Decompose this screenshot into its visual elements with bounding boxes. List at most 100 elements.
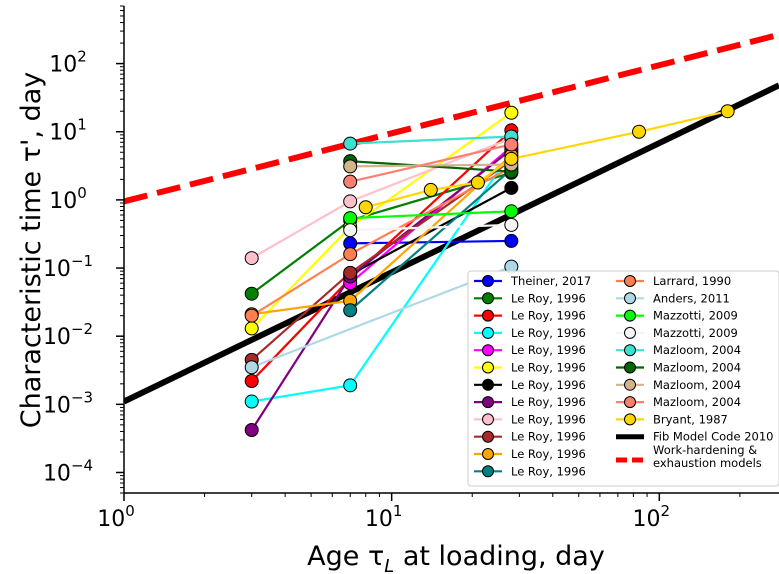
work-hardening-line [124,31,779,205]
legend-label: Mazloom, 2004 [653,361,741,375]
data-point-s3-1 [244,374,259,389]
y-tick-label: 10−4 [43,456,93,486]
y-axis-title-part-1: Characteristic time τ', day [16,72,47,428]
series-line-7 [349,186,512,276]
legend-entry: Le Roy, 1996 [474,447,586,461]
data-point-s20-1 [343,174,358,189]
legend-marker-swatch [624,344,636,357]
legend-entry: Le Roy, 1996 [474,412,586,426]
legend-entry: Le Roy, 1996 [474,291,586,305]
x-axis-title: Age τL at loading, day [307,541,605,574]
legend-label: Anders, 2011 [653,291,730,305]
legend-label: Mazloom, 2004 [653,343,741,357]
y-tick-exponent: 2 [77,48,87,66]
y-tick-label: 10−2 [43,320,93,350]
x-tick-exponent: 0 [125,502,135,520]
legend-marker-swatch [482,275,494,287]
legend-marker-swatch [482,465,494,478]
series-line-20 [349,143,512,183]
legend-entry: Mazloom, 2004 [616,378,741,392]
data-point-s14-1 [244,360,259,375]
legend-box [467,270,779,487]
series-line-15 [350,210,512,220]
legend-entry: Le Roy, 1996 [474,464,586,478]
legend-entry: Le Roy, 1996 [474,395,586,409]
x-axis-title-part-2: at loading, day [394,541,605,572]
x-axis-title-part-1: Age τ [307,541,384,572]
legend-entry: Work-hardening & exhaustion models [616,443,762,470]
x-tick-exponent: 1 [393,502,403,520]
legend-label: Mazloom, 2004 [653,378,741,392]
series-line-16 [350,223,512,232]
legend-entry: Bryant, 1987 [616,412,728,426]
data-point-s6-3 [504,105,519,120]
data-point-s13-2 [343,247,358,262]
legend-label: Le Roy, 1996 [511,395,586,409]
data-point-s6-1 [244,321,259,336]
legend-marker-swatch [482,344,494,357]
legend-marker-swatch [624,326,636,339]
legend-label: Bryant, 1987 [653,412,728,426]
y-tick-exponent: 0 [77,184,87,202]
legend-entry: Mazloom, 2004 [616,343,741,357]
legend-marker-swatch [624,361,636,374]
data-point-s15-1 [343,211,358,226]
y-tick-label: 10−3 [43,388,93,418]
y-tick-base: 10 [49,189,77,214]
x-tick-label: 102 [633,502,671,532]
legend-marker-swatch [482,413,494,426]
y-tick-base: 10 [49,121,77,146]
legend-label: Work-hardening & exhaustion models [653,443,762,470]
legend-marker-swatch [482,309,494,322]
data-point-s17-1 [343,136,358,151]
legend-marker-swatch [482,326,494,339]
legend-label: Le Roy, 1996 [511,430,586,444]
legend-label-line-1: Work-hardening & [653,443,757,457]
legend-marker-swatch [624,378,636,391]
legend-label: Le Roy, 1996 [511,464,586,478]
series-line-1 [350,239,512,245]
data-point-s16-2 [504,217,519,232]
y-tick-exponent: −1 [71,252,93,270]
x-tick-base: 10 [633,507,661,532]
legend-entry: Mazloom, 2004 [616,361,741,375]
data-point-s21-3 [470,175,485,190]
legend-entry: Mazzotti, 2009 [616,326,738,340]
legend-entry: Mazloom, 2004 [616,395,741,409]
legend-marker-swatch [624,309,636,322]
legend-marker-swatch [624,413,636,426]
data-point-s13-1 [244,308,259,323]
legend-marker-swatch [624,396,636,409]
y-tick-label: 102 [49,48,87,78]
legend-label: Le Roy, 1996 [511,361,586,375]
y-tick-exponent: 1 [77,116,87,134]
data-point-s21-6 [720,104,735,119]
y-axis-title: Characteristic time τ', day [16,72,47,428]
y-tick-exponent: −3 [71,388,93,406]
data-point-s9-1 [244,251,259,266]
x-tick-base: 10 [97,507,125,532]
data-point-s8-1 [244,423,259,438]
x-tick-label: 100 [97,502,135,532]
series-line-19 [350,163,512,168]
data-point-s21-2 [423,182,438,197]
legend-label: Larrard, 1990 [653,274,731,288]
x-tick-label: 101 [365,502,403,532]
legend-label: Le Roy, 1996 [511,378,586,392]
data-point-s4-2 [343,378,358,393]
legend-label: Mazloom, 2004 [653,395,741,409]
legend-entry: Le Roy, 1996 [474,309,586,323]
legend-marker-swatch [482,396,494,409]
data-point-s21-4 [504,151,519,166]
series-points [244,104,735,438]
series-line-21 [365,110,728,209]
legend-entry: Le Roy, 1996 [474,361,586,375]
legend-label: Le Roy, 1996 [511,326,586,340]
y-tick-label: 10−1 [43,252,93,282]
legend-entry: Mazzotti, 2009 [616,309,738,323]
legend-label: Le Roy, 1996 [511,291,586,305]
x-axis-title-subscript: L [384,556,394,574]
